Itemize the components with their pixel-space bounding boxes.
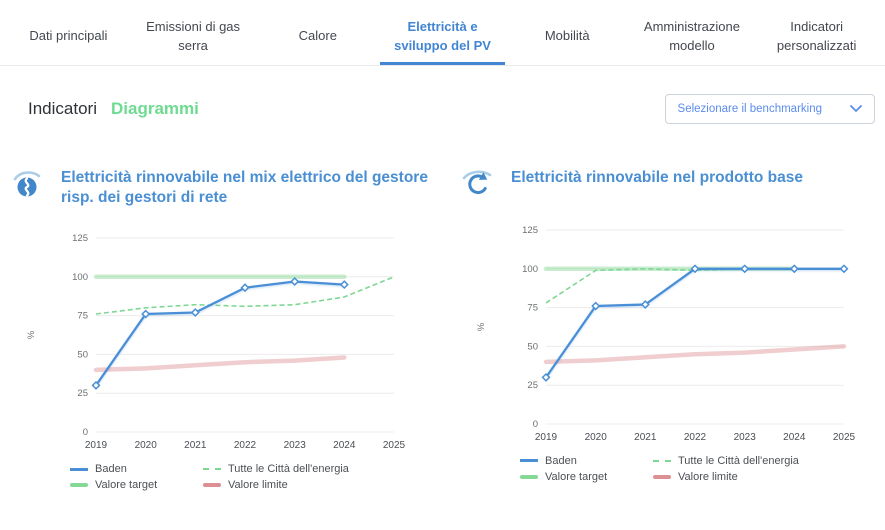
svg-text:125: 125	[72, 233, 88, 244]
tab-mobilita[interactable]: Mobilità	[544, 28, 590, 44]
renewable-mix-icon	[12, 169, 42, 199]
legend-label: Valore limite	[678, 470, 738, 483]
view-diagrammi[interactable]: Diagrammi	[110, 98, 199, 118]
chart-header: Elettricità rinnovabile nel prodotto bas…	[462, 168, 885, 199]
legend-label: Tutte le Città dell'energia	[678, 454, 799, 467]
legend-swatch-baden	[70, 468, 88, 471]
legend-mix: Baden Tutte le Città dell'energia Valore…	[70, 463, 436, 491]
chart-title-mix: Elettricità rinnovabile nel mix elettric…	[61, 168, 428, 206]
chart-card-prodotto-base: Elettricità rinnovabile nel prodotto bas…	[462, 168, 885, 492]
tab-amministrazione-modello[interactable]: Amministrazione modello	[643, 19, 740, 53]
benchmark-select[interactable]: Selezionare il benchmarking	[664, 93, 875, 124]
legend-swatch-valore-target	[70, 483, 88, 488]
legend-label: Valore limite	[228, 479, 288, 492]
svg-text:75: 75	[77, 311, 88, 322]
svg-text:2020: 2020	[585, 432, 608, 443]
legend-item-tutte-le-citta: Tutte le Città dell'energia	[203, 463, 436, 475]
legend-swatch-baden	[520, 459, 538, 462]
svg-text:%: %	[476, 322, 487, 331]
svg-text:2019: 2019	[85, 440, 108, 451]
svg-text:2022: 2022	[684, 432, 707, 443]
svg-text:50: 50	[527, 341, 538, 352]
chart-header: Elettricità rinnovabile nel mix elettric…	[12, 168, 436, 208]
legend-label: Baden	[95, 463, 127, 476]
tab-dati-principali[interactable]: Dati principali	[29, 28, 108, 44]
legend-item-valore-target: Valore target	[520, 471, 653, 483]
tab-indicatori-personalizzati[interactable]: Indicatori personalizzati	[776, 19, 857, 53]
legend-item-valore-limite: Valore limite	[203, 479, 436, 491]
svg-text:2021: 2021	[184, 440, 207, 451]
svg-text:2023: 2023	[284, 440, 307, 451]
svg-text:2021: 2021	[634, 432, 657, 443]
line-chart-prodotto-base: 0 25 50 75 100 125 2019 2020 2021 2022 2023 2024 202…	[476, 225, 856, 443]
svg-text:100: 100	[72, 272, 88, 283]
chart-card-mix: Elettricità rinnovabile nel mix elettric…	[12, 168, 436, 491]
legend-label: Valore target	[95, 479, 158, 492]
chart-title-prodotto-base: Elettricità rinnovabile nel prodotto bas…	[511, 168, 803, 186]
svg-text:2025: 2025	[833, 432, 856, 443]
legend-item-baden: Baden	[520, 455, 653, 467]
chevron-down-icon	[850, 104, 862, 112]
legend-swatch-valore-target	[520, 474, 538, 479]
tab-emissioni-di-gas-serra[interactable]: Emissioni di gas serra	[146, 19, 241, 53]
svg-text:0: 0	[83, 427, 88, 438]
svg-text:2024: 2024	[333, 440, 356, 451]
renewable-product-icon	[462, 169, 492, 199]
svg-text:2022: 2022	[234, 440, 257, 451]
legend-swatch-tutte-le-citta	[653, 459, 671, 462]
line-chart-mix: 0 25 50 75 100 125 2019 2020 2021 2022 2023 2024 202…	[26, 233, 406, 451]
svg-text:%: %	[26, 331, 37, 340]
legend-label: Tutte le Città dell'energia	[228, 463, 349, 476]
legend-item-baden: Baden	[70, 463, 203, 475]
benchmark-select-label: Selezionare il benchmarking	[677, 102, 822, 115]
svg-text:25: 25	[527, 380, 538, 391]
legend-item-tutte-le-citta: Tutte le Città dell'energia	[653, 455, 885, 467]
view-toggle: Indicatori Diagrammi	[28, 99, 199, 119]
svg-text:2019: 2019	[535, 432, 558, 443]
svg-text:2020: 2020	[135, 440, 158, 451]
tab-elettricita-e-sviluppo-del-pv[interactable]: Elettricità e sviluppo del PV	[380, 14, 505, 65]
legend-item-valore-limite: Valore limite	[653, 471, 885, 483]
svg-text:100: 100	[522, 263, 538, 274]
tab-calore[interactable]: Calore	[298, 28, 337, 44]
legend-label: Valore target	[545, 470, 608, 483]
view-indicatori[interactable]: Indicatori	[28, 98, 97, 118]
svg-text:0: 0	[533, 419, 538, 430]
svg-text:2025: 2025	[383, 440, 406, 451]
legend-item-valore-target: Valore target	[70, 479, 203, 491]
legend-swatch-valore-limite	[203, 483, 221, 488]
svg-text:75: 75	[527, 302, 538, 313]
charts-row: Elettricità rinnovabile nel mix elettric…	[0, 168, 885, 492]
svg-text:50: 50	[77, 350, 88, 361]
svg-text:125: 125	[522, 225, 538, 236]
tab-bar: Dati principali Emissioni di gas serra C…	[0, 0, 885, 66]
svg-text:2024: 2024	[783, 432, 806, 443]
legend-swatch-valore-limite	[653, 474, 671, 479]
legend-label: Baden	[545, 454, 577, 467]
svg-text:25: 25	[77, 389, 88, 400]
subheader: Indicatori Diagrammi Selezionare il benc…	[0, 66, 885, 124]
svg-text:2023: 2023	[734, 432, 757, 443]
legend-swatch-tutte-le-citta	[203, 468, 221, 471]
legend-prodotto-base: Baden Tutte le Città dell'energia Valore…	[520, 455, 885, 483]
